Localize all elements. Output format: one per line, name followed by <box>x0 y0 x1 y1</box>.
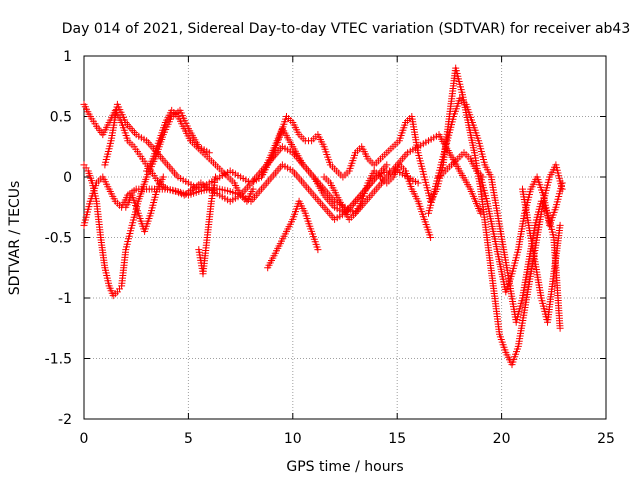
chart-title: Day 014 of 2021, Sidereal Day-to-day VTE… <box>62 21 631 37</box>
x-tick-label: 0 <box>80 431 89 447</box>
data-point-trace-14 <box>427 234 435 241</box>
y-tick-label: 0.5 <box>50 110 72 126</box>
x-tick-label: 20 <box>493 431 511 447</box>
x-tick-label: 10 <box>284 431 302 447</box>
data-point-trace-4 <box>383 161 391 169</box>
x-tick-labels: 0 5 10 15 20 25 <box>80 431 615 447</box>
y-tick-label: 0 <box>63 170 72 186</box>
x-tick-label: 5 <box>184 431 193 447</box>
data-point-trace-12 <box>556 221 564 229</box>
data-point-trace-3 <box>205 149 213 157</box>
y-tick-labels: -2 -1.5 -1 -0.5 0 0.5 1 <box>45 49 72 428</box>
data-point-trace-1 <box>477 209 485 217</box>
data-point-trace-7 <box>314 246 322 254</box>
data-point-trace-10 <box>558 179 566 187</box>
y-tick-label: -0.5 <box>45 231 72 247</box>
y-tick-label: -1.5 <box>45 352 72 368</box>
y-tick-label: 1 <box>63 49 72 65</box>
x-tick-label: 25 <box>597 431 615 447</box>
data-point-trace-9 <box>556 324 564 332</box>
data-points <box>80 64 566 369</box>
data-point-trace-5 <box>159 173 167 181</box>
data-point-trace-13 <box>249 185 257 193</box>
y-axis-title: SDTVAR / TECUs <box>7 181 23 296</box>
data-point-trace-11 <box>479 173 487 181</box>
y-tick-label: -2 <box>58 412 72 428</box>
y-tick-label: -1 <box>58 291 72 307</box>
data-point-trace-6 <box>212 173 219 181</box>
x-axis-title: GPS time / hours <box>286 459 403 475</box>
x-tick-label: 15 <box>388 431 406 447</box>
data-point-trace-2 <box>414 179 422 187</box>
